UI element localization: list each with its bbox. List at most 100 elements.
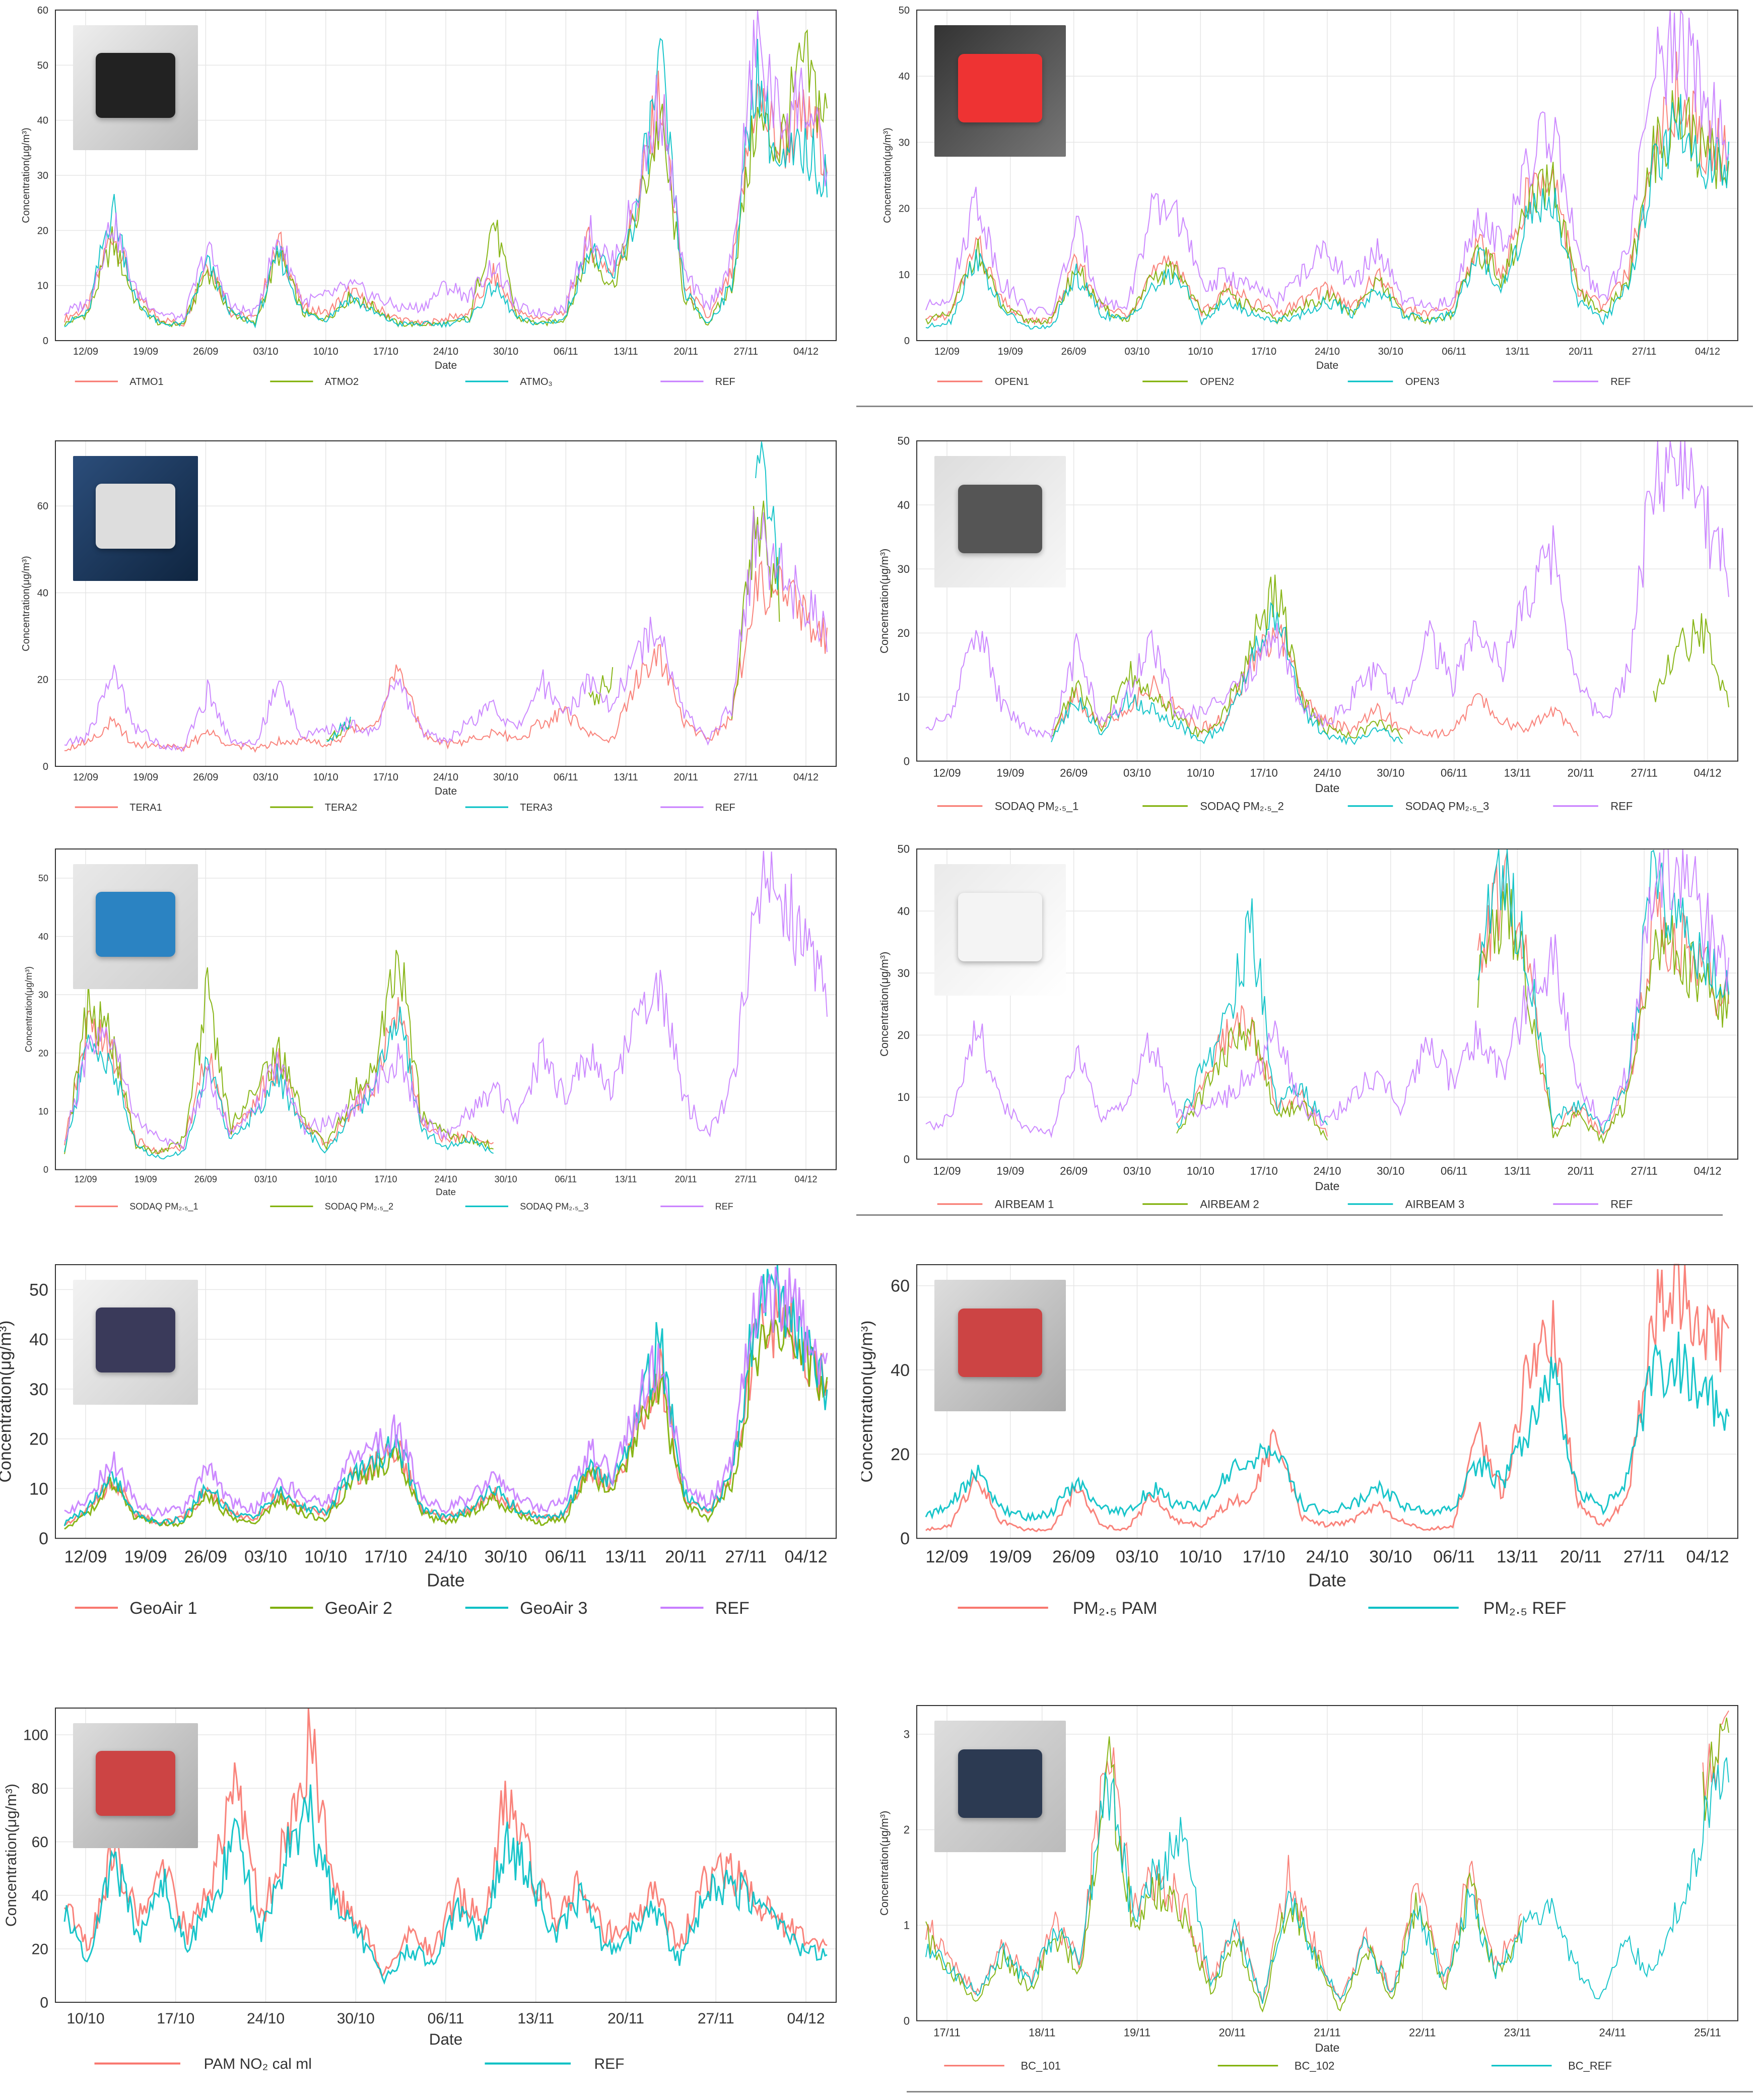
device-body xyxy=(95,891,176,957)
series-line xyxy=(1051,624,1579,739)
x-tick-label: 17/10 xyxy=(157,2010,194,2027)
x-tick-label: 20/11 xyxy=(1569,346,1593,357)
legend-label: SODAQ PM₂.₅_1 xyxy=(129,1202,198,1212)
series-line xyxy=(1176,848,1729,1135)
x-tick-label: 20/11 xyxy=(1568,766,1594,779)
x-axis-label: Date xyxy=(435,360,457,371)
chart-svg: 0 10 20 30 40 50 12/09 19/09 26/09 03/10 10/10 17/1… xyxy=(0,1264,837,1618)
y-tick-label: 40 xyxy=(37,115,48,126)
x-tick-label: 20/11 xyxy=(673,346,698,357)
series-line xyxy=(925,1717,1729,2013)
y-tick-label: 20 xyxy=(29,1430,48,1449)
y-tick-label: 3 xyxy=(904,1728,910,1741)
legend-label: REF xyxy=(715,1202,733,1212)
plot-frame xyxy=(916,1264,1738,1539)
series-line xyxy=(64,560,828,753)
series-line xyxy=(63,1784,828,1985)
y-tick-label: 20 xyxy=(898,1029,910,1041)
x-tick-label: 13/11 xyxy=(614,772,638,783)
x-tick-label: 10/10 xyxy=(66,2010,104,2027)
series-line xyxy=(925,10,1729,316)
tera-device-photo xyxy=(73,456,198,581)
x-axis-label: Date xyxy=(429,2030,463,2048)
legend-label: BC_REF xyxy=(1568,2059,1612,2072)
y-tick-label: 2 xyxy=(904,1823,910,1836)
legend-label: TERA3 xyxy=(520,802,552,813)
x-tick-label: 13/11 xyxy=(1497,1547,1538,1566)
y-tick-label: 40 xyxy=(38,932,48,942)
series-line xyxy=(64,10,828,321)
x-tick-label: 24/11 xyxy=(1599,2026,1626,2039)
x-tick-label: 12/09 xyxy=(933,766,961,779)
x-tick-label: 10/10 xyxy=(313,772,338,783)
x-tick-label: 06/11 xyxy=(1441,1164,1467,1177)
open-device-photo xyxy=(934,25,1066,157)
legend-label: AIRBEAM 2 xyxy=(1200,1198,1259,1210)
x-tick-label: 10/10 xyxy=(314,1174,337,1185)
y-tick-label: 30 xyxy=(29,1380,48,1399)
x-tick-label: 12/09 xyxy=(933,1164,961,1177)
legend-label: SODAQ PM₂.₅_3 xyxy=(1405,800,1489,812)
x-tick-label: 10/10 xyxy=(1187,766,1214,779)
y-tick-label: 10 xyxy=(29,1479,48,1498)
legend-label: PM₂.₅ PAM xyxy=(1073,1599,1158,1618)
y-tick-label: 40 xyxy=(891,1361,910,1380)
x-tick-label: 19/09 xyxy=(133,346,158,357)
x-tick-label: 24/10 xyxy=(1313,1164,1341,1177)
x-tick-label: 30/10 xyxy=(495,1174,517,1185)
legend-label: GeoAir 1 xyxy=(129,1599,197,1618)
x-tick-label: 26/09 xyxy=(193,772,218,783)
legend-label: REF xyxy=(1610,800,1633,812)
series-line xyxy=(64,997,494,1154)
plot-frame xyxy=(916,1705,1738,2021)
y-tick-label: 50 xyxy=(899,5,910,16)
device-body xyxy=(95,52,176,118)
device-body xyxy=(95,1750,176,1816)
y-tick-label: 0 xyxy=(43,336,48,347)
y-tick-label: 30 xyxy=(898,967,910,979)
x-tick-label: 18/11 xyxy=(1029,2026,1055,2039)
divider-rule xyxy=(907,2091,1753,2092)
y-tick-label: 20 xyxy=(891,1445,910,1464)
y-tick-label: 40 xyxy=(29,1330,48,1349)
series-line xyxy=(1051,574,1729,740)
y-tick-label: 20 xyxy=(899,204,910,215)
y-axis-label: Concentration(μg/m³) xyxy=(0,1321,15,1483)
legend-label: GeoAir 2 xyxy=(325,1599,392,1618)
x-tick-label: 03/10 xyxy=(1123,766,1151,779)
legend-label: SODAQ PM₂.₅_2 xyxy=(1200,800,1284,812)
legend-label: REF xyxy=(715,1599,750,1618)
x-tick-label: 19/09 xyxy=(124,1547,167,1566)
series-line xyxy=(64,850,828,1151)
legend-label: REF xyxy=(594,2056,625,2072)
legend-label: SODAQ PM₂.₅_2 xyxy=(325,1202,393,1212)
legend-label: BC_102 xyxy=(1295,2059,1335,2072)
legend-label: OPEN2 xyxy=(1200,376,1234,387)
y-tick-label: 40 xyxy=(32,1887,48,1904)
x-tick-label: 24/10 xyxy=(433,772,458,783)
x-tick-label: 12/09 xyxy=(64,1547,107,1566)
x-tick-label: 13/11 xyxy=(1504,766,1531,779)
x-tick-label: 04/12 xyxy=(1686,1547,1729,1566)
chart-svg: 0 10 20 30 40 50 12/09 19/09 26/09 03/10 10/10 17/1… xyxy=(24,848,837,1212)
y-axis-label: Concentration(μg/m³) xyxy=(882,127,893,223)
y-tick-label: 100 xyxy=(23,1727,48,1744)
x-tick-label: 20/11 xyxy=(1219,2026,1246,2039)
series-line xyxy=(925,440,1729,740)
x-tick-label: 17/10 xyxy=(1243,1547,1285,1566)
x-tick-label: 26/09 xyxy=(194,1174,217,1185)
x-tick-label: 23/11 xyxy=(1504,2026,1531,2039)
y-tick-label: 10 xyxy=(37,281,48,292)
x-tick-label: 30/10 xyxy=(1377,1164,1404,1177)
chart-panel-pam: 0 20 40 60 12/09 19/09 26/09 03/10 10/10 17/10 24/… xyxy=(861,1255,1758,1638)
device-body xyxy=(958,54,1042,122)
x-tick-label: 10/10 xyxy=(313,346,338,357)
legend-label: SODAQ PM₂.₅_3 xyxy=(520,1202,588,1212)
y-tick-label: 80 xyxy=(32,1781,48,1797)
chart-svg: 0 20 40 60 12/09 19/09 26/09 03/10 10/10 17/10 24/… xyxy=(21,440,837,813)
series-line xyxy=(1176,852,1729,1137)
device-body xyxy=(958,1308,1042,1377)
x-tick-label: 10/10 xyxy=(1188,346,1213,357)
legend-label: GeoAir 3 xyxy=(520,1599,587,1618)
x-tick-label: 24/10 xyxy=(247,2010,285,2027)
